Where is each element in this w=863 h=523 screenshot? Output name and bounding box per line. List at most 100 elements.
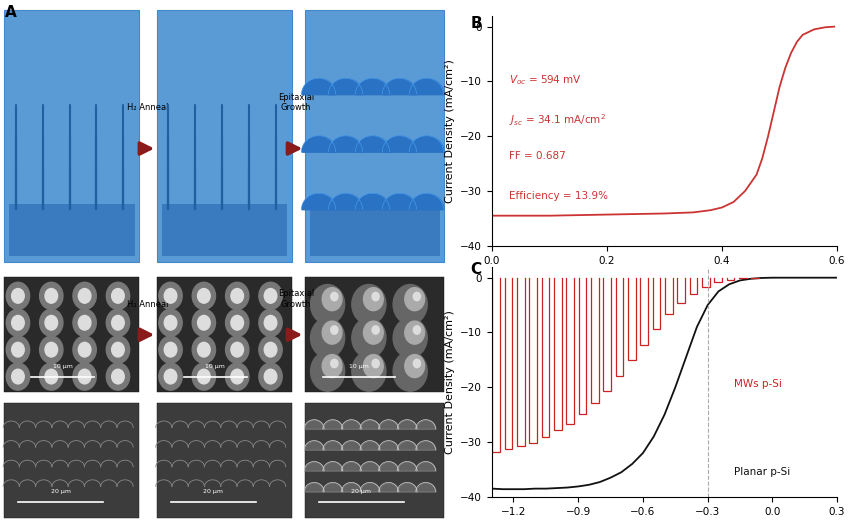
Bar: [9, 204, 135, 256]
Text: FF = 0.687: FF = 0.687: [509, 152, 566, 162]
Circle shape: [405, 288, 425, 311]
Circle shape: [73, 309, 97, 336]
Circle shape: [264, 343, 277, 357]
Text: Epitaxial
Growth: Epitaxial Growth: [278, 93, 314, 112]
Circle shape: [198, 315, 211, 330]
Text: B: B: [470, 16, 482, 31]
Circle shape: [73, 282, 97, 310]
Circle shape: [363, 321, 383, 344]
Circle shape: [231, 369, 243, 384]
Circle shape: [372, 292, 379, 301]
Circle shape: [363, 288, 383, 311]
Circle shape: [40, 282, 63, 310]
Circle shape: [79, 369, 91, 384]
Circle shape: [79, 315, 91, 330]
Text: 20 μm: 20 μm: [351, 489, 371, 494]
Circle shape: [372, 359, 379, 368]
Circle shape: [264, 369, 277, 384]
Circle shape: [198, 289, 211, 303]
Circle shape: [73, 336, 97, 363]
Text: $J_{sc}$ = 34.1 mA/cm$^2$: $J_{sc}$ = 34.1 mA/cm$^2$: [509, 112, 606, 128]
Text: Efficiency = 13.9%: Efficiency = 13.9%: [509, 190, 608, 201]
Circle shape: [331, 359, 338, 368]
Text: Planar p-Si: Planar p-Si: [734, 467, 790, 477]
Circle shape: [192, 309, 216, 336]
Circle shape: [394, 351, 427, 391]
Circle shape: [331, 326, 338, 334]
Circle shape: [225, 336, 249, 363]
Circle shape: [192, 363, 216, 390]
Circle shape: [111, 343, 124, 357]
Text: C: C: [470, 262, 482, 277]
Text: Epitaxial
Growth: Epitaxial Growth: [278, 289, 314, 309]
Circle shape: [264, 289, 277, 303]
Circle shape: [12, 343, 24, 357]
Text: 20 μm: 20 μm: [51, 489, 71, 494]
Circle shape: [259, 309, 282, 336]
Circle shape: [45, 343, 58, 357]
Text: $V_{oc}$ = 594 mV: $V_{oc}$ = 594 mV: [509, 73, 582, 87]
Circle shape: [322, 355, 342, 378]
Circle shape: [352, 351, 386, 391]
Circle shape: [164, 343, 177, 357]
Circle shape: [405, 355, 425, 378]
Circle shape: [231, 343, 243, 357]
Text: MWs p-Si: MWs p-Si: [734, 379, 781, 389]
Circle shape: [12, 369, 24, 384]
Circle shape: [159, 309, 182, 336]
Bar: [4, 10, 139, 262]
Circle shape: [164, 289, 177, 303]
Circle shape: [12, 289, 24, 303]
Text: 10 μm: 10 μm: [349, 363, 369, 369]
Circle shape: [6, 363, 29, 390]
Circle shape: [45, 315, 58, 330]
Circle shape: [159, 363, 182, 390]
Text: A: A: [4, 5, 16, 20]
Circle shape: [164, 369, 177, 384]
Circle shape: [106, 309, 129, 336]
Circle shape: [106, 282, 129, 310]
Circle shape: [372, 326, 379, 334]
Circle shape: [45, 369, 58, 384]
Circle shape: [192, 336, 216, 363]
X-axis label: Potential (V vs. RHE): Potential (V vs. RHE): [607, 522, 722, 523]
Bar: [306, 277, 444, 392]
Circle shape: [225, 363, 249, 390]
Circle shape: [331, 292, 338, 301]
Circle shape: [352, 285, 386, 324]
Circle shape: [45, 289, 58, 303]
Circle shape: [225, 282, 249, 310]
Text: H₂ Anneal: H₂ Anneal: [128, 103, 169, 112]
Text: H₂ Anneal: H₂ Anneal: [128, 300, 169, 309]
Text: 10 μm: 10 μm: [205, 363, 225, 369]
Circle shape: [198, 369, 211, 384]
Circle shape: [159, 336, 182, 363]
Circle shape: [394, 285, 427, 324]
Circle shape: [225, 309, 249, 336]
Circle shape: [198, 343, 211, 357]
Circle shape: [164, 315, 177, 330]
Circle shape: [106, 363, 129, 390]
Bar: [306, 10, 444, 262]
Circle shape: [192, 282, 216, 310]
Circle shape: [405, 321, 425, 344]
Circle shape: [159, 282, 182, 310]
Circle shape: [106, 336, 129, 363]
Circle shape: [73, 363, 97, 390]
Circle shape: [6, 282, 29, 310]
Circle shape: [6, 336, 29, 363]
Circle shape: [363, 355, 383, 378]
Circle shape: [79, 289, 91, 303]
Bar: [4, 403, 139, 518]
Bar: [4, 277, 139, 392]
Bar: [157, 403, 292, 518]
X-axis label: Voltage (V): Voltage (V): [633, 271, 696, 281]
Circle shape: [264, 315, 277, 330]
Bar: [157, 10, 292, 262]
Circle shape: [259, 363, 282, 390]
Circle shape: [231, 315, 243, 330]
Circle shape: [322, 321, 342, 344]
Circle shape: [311, 318, 344, 358]
Circle shape: [413, 326, 420, 334]
Circle shape: [311, 285, 344, 324]
